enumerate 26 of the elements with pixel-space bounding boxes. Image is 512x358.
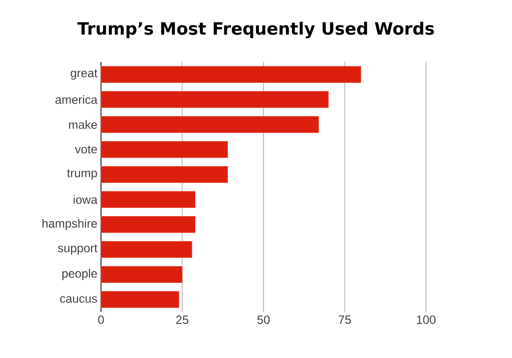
bar [100, 241, 192, 258]
y-tick-label: vote [74, 146, 97, 154]
bar [100, 141, 228, 158]
bar [100, 91, 329, 108]
x-tick-label: 50 [257, 316, 270, 324]
bar [100, 291, 180, 308]
bar [100, 116, 319, 133]
y-tick-label: great [70, 69, 98, 80]
y-tick-label: make [69, 120, 97, 129]
y-tick-label: caucus [60, 296, 98, 303]
bar [100, 216, 196, 233]
y-tick-label: support [58, 244, 98, 255]
y-tick-label: america [55, 95, 98, 104]
bar [100, 66, 362, 83]
bar [100, 166, 228, 183]
bar [100, 191, 196, 208]
x-tick-label: 0 [98, 316, 104, 324]
y-tick-label: hampshire [42, 218, 97, 230]
x-tick-label: 100 [416, 316, 436, 324]
y-tick-label: trump [67, 169, 97, 180]
x-tick-label: 25 [176, 316, 188, 324]
y-tick-label: iowa [74, 195, 98, 204]
chart-title: Trump’s Most Frequently Used Words [77, 22, 434, 38]
y-tick-label: people [62, 268, 97, 280]
bar [100, 266, 182, 283]
x-tick-label: 75 [338, 316, 351, 324]
